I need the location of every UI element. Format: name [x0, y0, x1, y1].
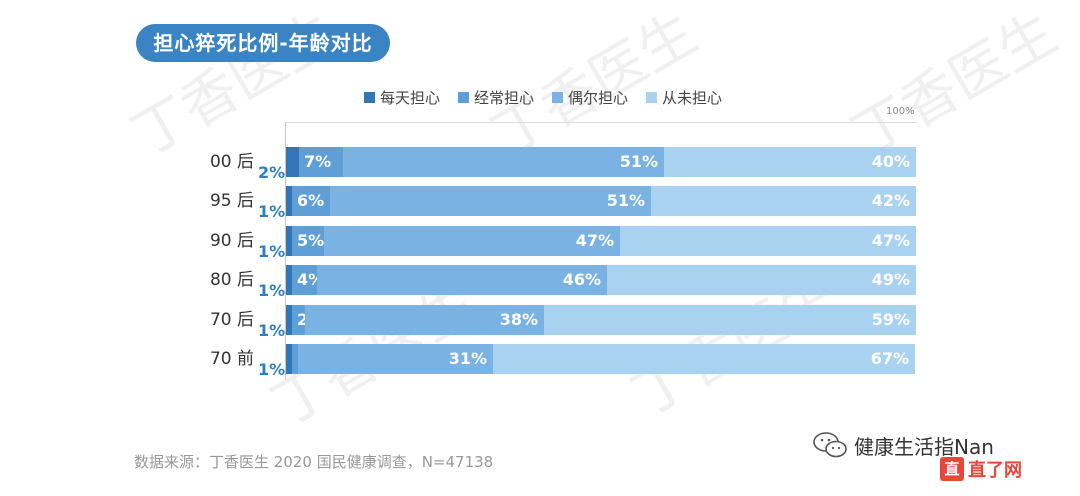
data-label-daily: 1% [258, 202, 286, 221]
data-label: 40% [871, 152, 910, 171]
legend-swatch [646, 91, 658, 103]
data-label-daily: 1% [258, 281, 286, 300]
category-label: 70 前 [209, 349, 254, 369]
bar-segment: 42% [651, 186, 916, 216]
stacked-bar: 5% 47% 47% [286, 226, 916, 256]
data-label: 38% [499, 310, 538, 329]
bar-segment [286, 186, 292, 216]
bar-row: 80 后 1% 4% 46% 49% [0, 265, 1080, 300]
data-label: 42% [871, 191, 910, 210]
data-label: 49% [871, 270, 910, 289]
data-label-daily: 1% [258, 242, 286, 261]
bar-segment: 46% [317, 265, 607, 295]
stacked-bar: 2% 38% 59% [286, 305, 916, 335]
legend-item: 从未担心 [646, 87, 722, 108]
category-label: 90 后 [209, 231, 254, 251]
data-label: 67% [870, 349, 909, 368]
bar-row: 70 前1%1%31%67% [0, 344, 1080, 379]
category-axis-line [285, 122, 286, 380]
legend-swatch [364, 91, 375, 103]
data-label: 51% [606, 191, 645, 210]
category-label: 95 后 [209, 191, 254, 211]
bar-segment: 4% [292, 265, 324, 295]
category-label: 00 后 [209, 152, 254, 172]
bar-segment [286, 344, 292, 374]
data-label: 47% [575, 231, 614, 250]
data-label: 5% [297, 231, 325, 250]
bar-segment: 51% [330, 186, 651, 216]
bar-row: 00 后 2% 7% 51% 40% [0, 147, 1080, 182]
legend-item: 经常担心 [458, 87, 534, 108]
source-note: 数据来源：丁香医生 2020 国民健康调查，N=47138 [134, 453, 494, 471]
bar-row: 95 后 1% 6% 51% 42% [0, 186, 1080, 221]
bar-segment: 40% [664, 147, 916, 177]
legend-label: 从未担心 [662, 88, 723, 107]
data-label: 31% [448, 349, 487, 368]
bar-segment: 67% [493, 344, 915, 374]
site-logo-icon: 直 [940, 457, 964, 481]
data-label-daily: 2% [258, 163, 286, 182]
bar-segment: 2% [292, 305, 324, 335]
legend-item: 每天担心 [364, 87, 440, 108]
data-label-daily: 1% [258, 360, 286, 379]
bar-segment: 47% [620, 226, 916, 256]
data-label: 46% [562, 270, 601, 289]
bar-row: 90 后 1% 5% 47% 47% [0, 226, 1080, 261]
legend-item: 偶尔担心 [552, 87, 628, 108]
legend-swatch [552, 91, 564, 103]
bar-segment [286, 305, 292, 335]
legend-label: 经常担心 [474, 88, 535, 107]
data-label: 51% [619, 152, 658, 171]
data-label: 7% [304, 152, 332, 171]
bar-segment: 38% [305, 305, 544, 335]
axis-top-label: 100% [886, 106, 915, 117]
category-label: 70 后 [209, 310, 254, 330]
legend-label: 每天担心 [380, 88, 441, 107]
bar-segment: 47% [324, 226, 620, 256]
chart-legend: 每天担心 经常担心 偶尔担心 从未担心 [364, 87, 722, 107]
bar-segment: 5% [292, 226, 324, 256]
wechat-account-name: 健康生活指Nan [854, 434, 994, 459]
data-label-daily: 1% [258, 321, 286, 340]
stacked-bar: 6% 51% 42% [286, 186, 916, 216]
bar-row: 70 后1% 2% 38% 59% [0, 305, 1080, 340]
bar-segment [286, 265, 292, 295]
bar-segment [286, 147, 299, 177]
legend-swatch [458, 91, 470, 103]
watermark-3: 丁香医生 [841, 0, 1068, 169]
data-label: 6% [297, 191, 325, 210]
legend-label: 偶尔担心 [568, 88, 629, 107]
wechat-icon [813, 432, 847, 458]
stacked-bar: 4% 46% 49% [286, 265, 916, 295]
bar-segment: 59% [544, 305, 916, 335]
data-label: 47% [871, 231, 910, 250]
top-gridline [285, 122, 917, 123]
wechat-brand: 健康生活指Nan [812, 430, 994, 460]
data-label: 59% [871, 310, 910, 329]
bar-segment: 31% [298, 344, 493, 374]
bar-segment: 49% [607, 265, 916, 295]
site-brand: 直 直了网 [940, 456, 1022, 482]
stacked-bar: 1%31%67% [286, 344, 916, 374]
bar-segment: 6% [292, 186, 330, 216]
site-name: 直了网 [968, 460, 1022, 481]
category-label: 80 后 [209, 270, 254, 290]
bar-segment [286, 226, 292, 256]
stacked-bar: 7% 51% 40% [286, 147, 916, 177]
chart-title: 担心猝死比例-年龄对比 [136, 24, 390, 62]
bar-segment: 51% [343, 147, 664, 177]
bar-segment: 7% [299, 147, 343, 177]
